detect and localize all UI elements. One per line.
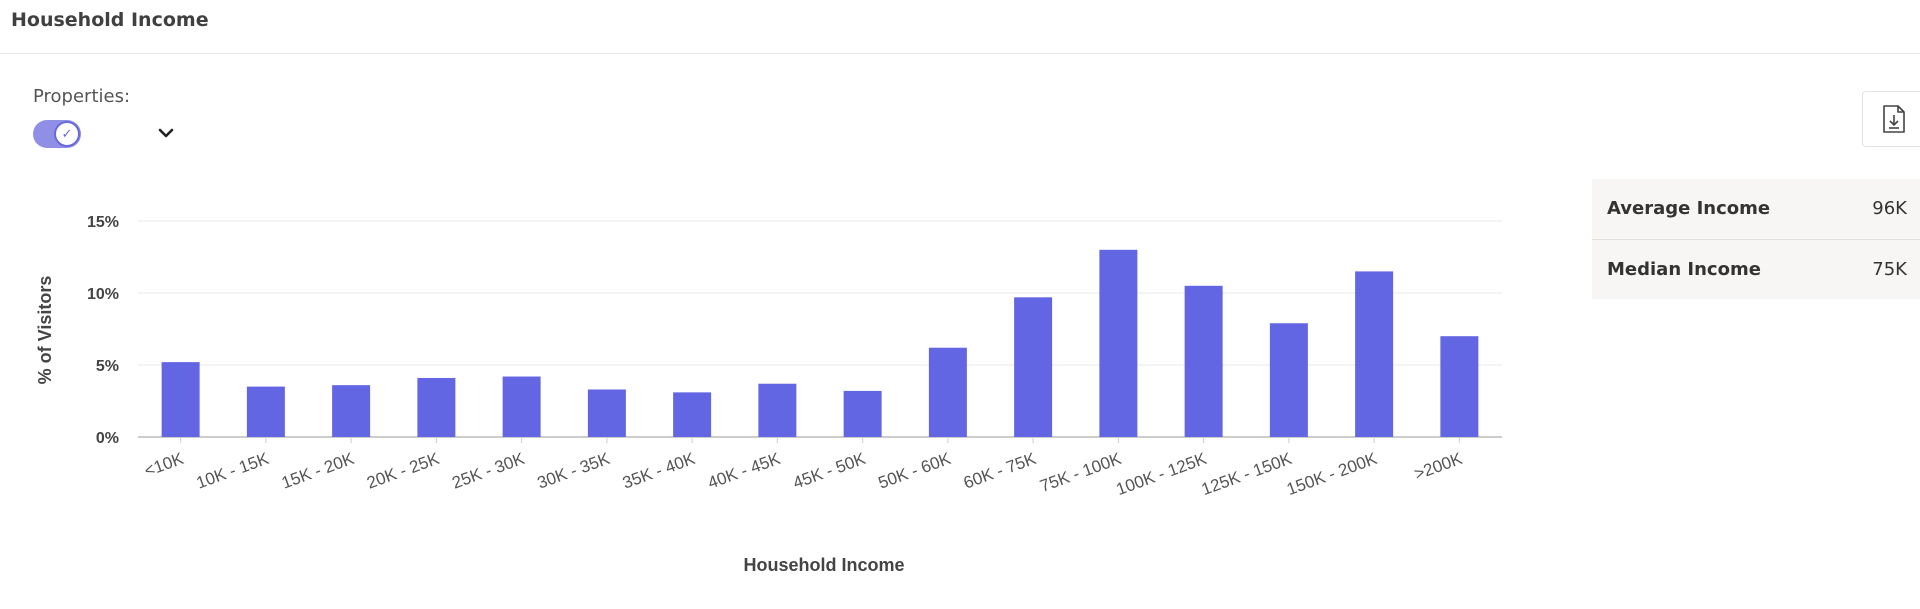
y-tick-label: 10%	[87, 286, 119, 303]
file-download-icon	[1883, 105, 1905, 133]
bar[interactable]	[1099, 249, 1138, 437]
bar[interactable]	[758, 383, 797, 437]
y-tick-label: 0%	[96, 430, 119, 447]
stat-label: Median Income	[1607, 259, 1761, 280]
stat-row-average-income: Average Income 96K	[1592, 179, 1920, 239]
bar[interactable]	[1014, 297, 1053, 437]
export-button[interactable]	[1862, 91, 1920, 147]
y-tick-label: 15%	[87, 214, 119, 231]
bar[interactable]	[161, 362, 200, 437]
bar[interactable]	[928, 347, 967, 437]
x-axis-title: Household Income	[743, 555, 904, 575]
x-tick-label: 10K - 15K	[194, 449, 272, 493]
widget-title: Household Income	[11, 9, 209, 31]
income-stats-panel: Average Income 96K Median Income 75K	[1592, 179, 1920, 299]
bar[interactable]	[502, 376, 541, 437]
x-tick-label: 15K - 20K	[279, 449, 357, 493]
x-axis-ticks: <10K 10K - 15K 15K - 20K 20K - 25K 25K - 30K…	[142, 437, 1466, 499]
x-tick-label: 25K - 30K	[449, 449, 527, 493]
widget-header: Household Income	[0, 0, 1920, 54]
x-tick-label: 150K - 200K	[1284, 449, 1380, 499]
income-bar-chart: 0% 5% 10% 15% <10K 10K - 15K 15K - 20K 20K - 2…	[35, 214, 1502, 575]
x-tick-label: <10K	[142, 449, 187, 481]
bar[interactable]	[246, 386, 285, 437]
bar[interactable]	[1269, 323, 1308, 437]
x-tick-label: 75K - 100K	[1037, 449, 1124, 496]
chart-bars	[161, 249, 1479, 437]
bar[interactable]	[1440, 336, 1479, 437]
y-axis-title: % of Visitors	[35, 276, 55, 385]
x-tick-label: 30K - 35K	[535, 449, 613, 493]
x-tick-label: 40K - 45K	[705, 449, 783, 493]
y-axis-ticks: 0% 5% 10% 15%	[87, 214, 119, 447]
x-tick-label: 45K - 50K	[790, 449, 868, 493]
stat-label: Average Income	[1607, 198, 1771, 219]
x-tick-label: 125K - 150K	[1199, 449, 1295, 499]
properties-toggle[interactable]: ✓	[33, 120, 81, 148]
bar[interactable]	[1184, 285, 1223, 437]
stat-value: 96K	[1872, 198, 1907, 219]
x-tick-label: 100K - 125K	[1114, 449, 1210, 499]
y-tick-label: 5%	[96, 358, 119, 375]
stat-row-median-income: Median Income 75K	[1592, 239, 1920, 299]
bar[interactable]	[1355, 271, 1394, 437]
x-tick-label: 20K - 25K	[364, 449, 442, 493]
bar[interactable]	[843, 390, 882, 437]
x-tick-label: 60K - 75K	[961, 449, 1039, 493]
stat-value: 75K	[1872, 259, 1907, 280]
x-tick-label: >200K	[1412, 449, 1466, 484]
chevron-down-icon[interactable]	[156, 123, 176, 143]
bar[interactable]	[673, 392, 712, 437]
check-icon: ✓	[54, 121, 80, 147]
properties-label: Properties:	[33, 86, 131, 107]
bar[interactable]	[587, 389, 626, 437]
bar[interactable]	[332, 385, 371, 437]
x-tick-label: 35K - 40K	[620, 449, 698, 493]
bar[interactable]	[417, 377, 456, 437]
x-tick-label: 50K - 60K	[876, 449, 954, 493]
